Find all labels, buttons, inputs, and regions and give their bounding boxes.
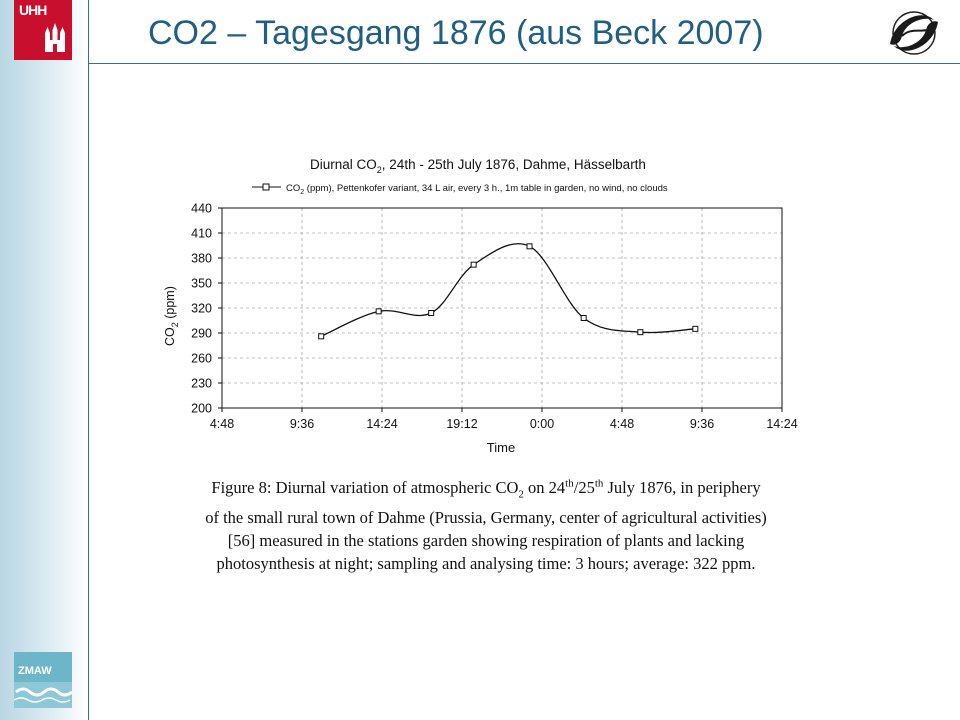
sidebar-divider [88, 0, 89, 720]
x-tick-label: 4:48 [610, 417, 634, 431]
x-tick-label: 4:48 [210, 417, 234, 431]
series-line [320, 243, 696, 337]
y-tick-label: 440 [191, 202, 212, 216]
x-tick-label: 14:24 [366, 417, 397, 431]
legend-label: CO2 (ppm), Pettenkofer variant, 34 L air… [286, 183, 668, 196]
caption-line-3: [56] measured in the stations garden sho… [227, 530, 745, 550]
data-point [692, 325, 699, 332]
y-tick-label: 260 [191, 352, 212, 366]
x-axis-label: Time [487, 440, 515, 455]
y-tick-label: 350 [191, 277, 212, 291]
legend-marker [262, 183, 270, 191]
data-point [580, 315, 587, 321]
data-point [470, 261, 477, 268]
institute-emblem-icon [890, 11, 938, 55]
data-point [637, 329, 644, 336]
caption-line-2: of the small rural town of Dahme (Prussi… [205, 507, 767, 527]
y-tick-label: 290 [191, 327, 212, 341]
y-tick-label: 230 [191, 377, 212, 391]
x-tick-label: 14:24 [766, 417, 797, 431]
chart-title: Diurnal CO2, 24th - 25th July 1876, Dahm… [310, 157, 646, 175]
y-axis-label: CO2 (ppm) [163, 286, 180, 346]
hamburg-castle-icon [45, 23, 65, 52]
x-tick-label: 9:36 [690, 417, 714, 431]
data-point [526, 243, 533, 250]
x-tick-label: 19:12 [446, 417, 477, 431]
y-tick-label: 200 [191, 402, 212, 416]
data-point [375, 308, 382, 315]
legend: CO2 (ppm), Pettenkofer variant, 34 L air… [252, 183, 668, 196]
y-tick-label: 320 [191, 302, 212, 316]
uhh-logo-text: UHH [19, 2, 47, 18]
zmaw-logo: ZMAW [14, 652, 72, 708]
y-tick-label: 410 [191, 227, 212, 241]
figure-caption: Figure 8: Diurnal variation of atmospher… [146, 472, 826, 575]
caption-line-1: Figure 8: Diurnal variation of atmospher… [211, 477, 761, 500]
plot-area: 200 230 260 290 320 350 380 410 440 4:48 9:36 14:24… [191, 202, 798, 432]
data-point [428, 310, 435, 316]
y-tick-label: 380 [191, 252, 212, 266]
uhh-logo: UHH [14, 0, 72, 60]
zmaw-logo-text: ZMAW [18, 665, 52, 677]
x-tick-label: 9:36 [290, 417, 314, 431]
title-divider [88, 63, 960, 64]
left-sidebar-band [0, 0, 88, 720]
slide-title: CO2 – Tagesgang 1876 (aus Beck 2007) [148, 14, 764, 52]
caption-line-4: photosynthesis at night; sampling and an… [216, 553, 756, 573]
x-tick-label: 0:00 [530, 417, 554, 431]
data-point [318, 333, 325, 340]
co2-diurnal-chart: Diurnal CO2, 24th - 25th July 1876, Dahm… [163, 157, 798, 455]
